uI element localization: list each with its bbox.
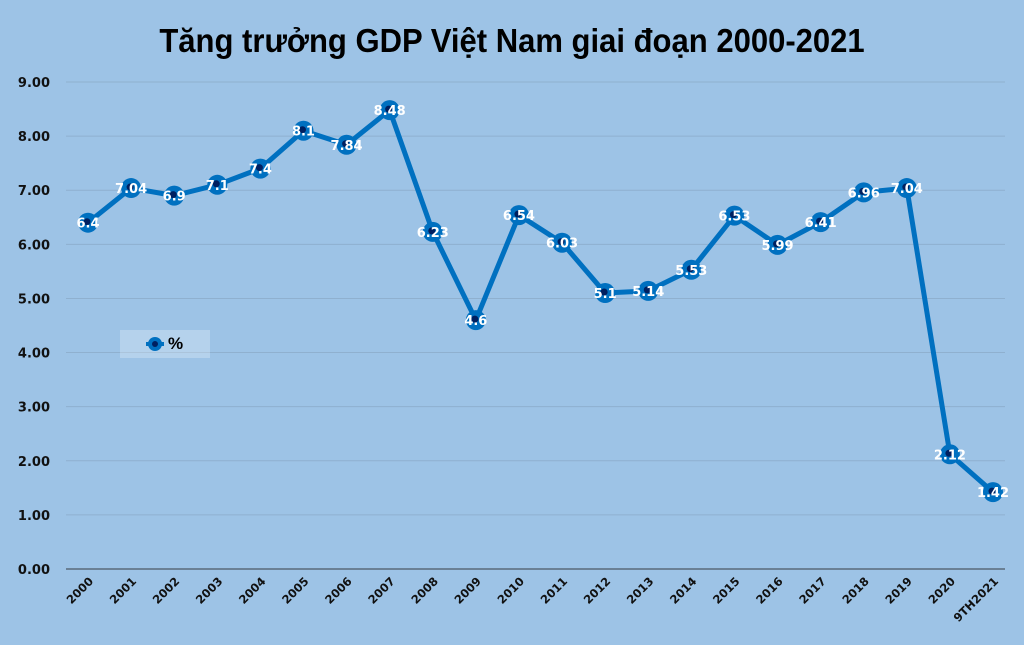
x-tick-label: 2011 bbox=[538, 574, 571, 607]
data-label: 6.9 bbox=[163, 190, 186, 205]
data-point-center bbox=[514, 210, 522, 218]
data-point-center bbox=[298, 126, 306, 134]
data-label: 6.23 bbox=[417, 226, 449, 241]
chart-title: Tăng trưởng GDP Việt Nam giai đoạn 2000-… bbox=[159, 22, 865, 59]
x-tick-label: 2007 bbox=[365, 574, 398, 607]
data-label: 7.84 bbox=[331, 139, 363, 154]
data-point-center bbox=[945, 449, 953, 457]
x-tick-label: 2010 bbox=[495, 574, 528, 607]
data-point-center bbox=[600, 288, 608, 296]
legend-marker-icon bbox=[146, 337, 164, 351]
legend-label: % bbox=[168, 334, 184, 353]
data-label: 7.4 bbox=[249, 163, 272, 178]
x-tick-label: 2016 bbox=[753, 574, 786, 607]
data-label: 6.96 bbox=[848, 186, 880, 201]
data-point-center bbox=[557, 238, 565, 246]
x-tick-label: 9TH2021 bbox=[951, 574, 1002, 625]
x-tick-label: 2020 bbox=[925, 574, 958, 607]
data-point-center bbox=[816, 217, 824, 225]
data-point-center bbox=[773, 240, 781, 248]
x-tick-label: 2015 bbox=[710, 574, 743, 607]
y-tick-label: 1.00 bbox=[18, 509, 50, 524]
data-label: 5.53 bbox=[675, 264, 707, 279]
data-label: 2.12 bbox=[934, 448, 966, 463]
y-tick-label: 5.00 bbox=[18, 292, 50, 307]
y-tick-label: 0.00 bbox=[18, 563, 50, 578]
data-point-center bbox=[902, 183, 910, 191]
data-label: 6.54 bbox=[503, 209, 535, 224]
data-point-center bbox=[686, 265, 694, 273]
x-tick-label: 2012 bbox=[581, 574, 614, 607]
data-point-center bbox=[169, 191, 177, 199]
data-point-center bbox=[471, 315, 479, 323]
x-tick-label: 2000 bbox=[64, 574, 97, 607]
data-point-center bbox=[255, 164, 263, 172]
x-tick-label: 2001 bbox=[107, 574, 140, 607]
data-point-center bbox=[385, 105, 393, 113]
legend: % bbox=[120, 330, 210, 358]
x-tick-label: 2017 bbox=[796, 574, 829, 607]
data-label: 8.48 bbox=[374, 104, 406, 119]
y-tick-label: 6.00 bbox=[18, 238, 50, 253]
x-tick-label: 2018 bbox=[839, 574, 872, 607]
series-line bbox=[86, 107, 995, 495]
x-tick-label: 2004 bbox=[236, 574, 269, 607]
x-tick-label: 2019 bbox=[882, 574, 915, 607]
data-label: 7.04 bbox=[115, 182, 147, 197]
data-point-center bbox=[342, 140, 350, 148]
data-point-center bbox=[988, 487, 996, 495]
x-tick-label: 2014 bbox=[667, 574, 700, 607]
data-point-center bbox=[643, 286, 651, 294]
data-label: 6.41 bbox=[805, 216, 837, 231]
data-label: 8.1 bbox=[292, 125, 315, 140]
x-tick-label: 2002 bbox=[150, 574, 183, 607]
data-label: 5.1 bbox=[594, 287, 617, 302]
data-label: 6.4 bbox=[76, 217, 99, 232]
data-point-center bbox=[859, 187, 867, 195]
y-tick-label: 4.00 bbox=[18, 347, 50, 362]
x-tick-label: 2003 bbox=[193, 574, 226, 607]
y-tick-label: 8.00 bbox=[18, 130, 50, 145]
data-label: 6.53 bbox=[718, 210, 750, 225]
data-point-center bbox=[126, 183, 134, 191]
x-tick-label: 2008 bbox=[408, 574, 441, 607]
y-tick-label: 2.00 bbox=[18, 455, 50, 470]
data-point-center bbox=[729, 211, 737, 219]
data-label: 5.99 bbox=[761, 239, 793, 254]
data-point-center bbox=[83, 218, 91, 226]
y-tick-label: 9.00 bbox=[18, 76, 50, 91]
data-label: 7.1 bbox=[206, 179, 229, 194]
data-label: 6.03 bbox=[546, 237, 578, 252]
y-tick-label: 3.00 bbox=[18, 401, 50, 416]
data-label: 1.42 bbox=[977, 486, 1009, 501]
x-tick-label: 2006 bbox=[322, 574, 355, 607]
x-tick-label: 2009 bbox=[451, 574, 484, 607]
y-tick-label: 7.00 bbox=[18, 184, 50, 199]
data-point-center bbox=[212, 180, 220, 188]
data-point-center bbox=[428, 227, 436, 235]
data-label: 5.14 bbox=[632, 285, 664, 300]
x-tick-label: 2013 bbox=[624, 574, 657, 607]
x-tick-label: 2005 bbox=[279, 574, 312, 607]
data-label: 4.6 bbox=[464, 314, 487, 329]
data-label: 7.04 bbox=[891, 182, 923, 197]
